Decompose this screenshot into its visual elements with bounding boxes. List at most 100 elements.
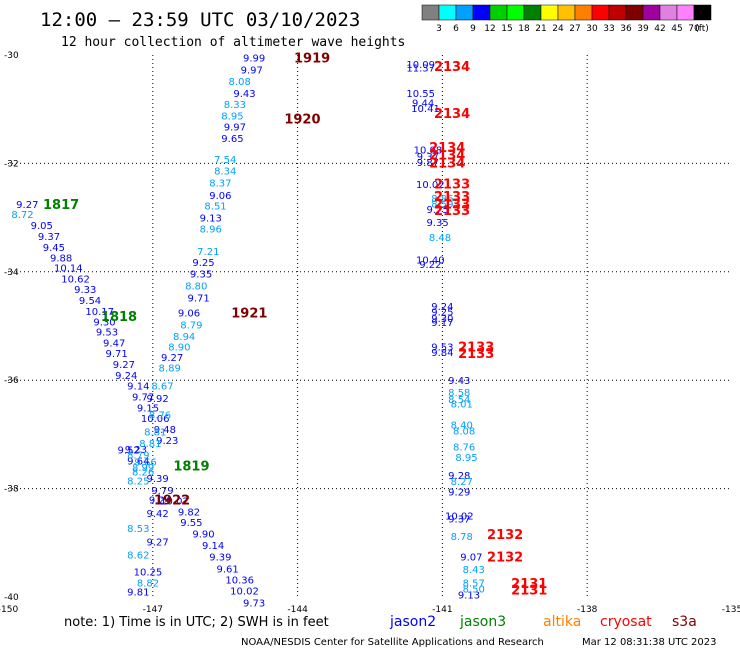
swh-value: 8.01: [451, 400, 473, 411]
swh-value: 8.54: [448, 395, 470, 406]
colorbar-swatch: [523, 4, 542, 21]
swh-value: 9.84: [431, 348, 453, 359]
swh-value: 8.94: [173, 332, 195, 343]
colorbar-swatch: [625, 4, 644, 21]
colorbar-label: 42: [654, 24, 665, 34]
swh-value: 9.92: [146, 394, 168, 405]
swh-value: 9.14: [202, 541, 224, 552]
swh-value: 10.62: [61, 274, 90, 285]
track-time-label: 2132: [487, 550, 523, 565]
swh-value: 8.43: [463, 565, 485, 576]
colorbar-label: 39: [637, 24, 649, 34]
track-time-label: 2131: [511, 583, 547, 598]
track-time-label: 2134: [434, 107, 470, 122]
swh-value: 9.29: [448, 487, 470, 498]
track-time-label: 1819: [173, 459, 209, 474]
satellite-name: cryosat: [600, 614, 652, 630]
credit-line: NOAA/NESDIS Center for Satellite Applica…: [241, 637, 544, 648]
swh-value: 9.06: [209, 191, 231, 202]
track-time-label: 2134: [434, 60, 470, 75]
swh-value: 9.25: [431, 307, 453, 318]
colorbar-swatch: [506, 4, 525, 21]
satellite-name: jason3: [459, 614, 506, 630]
colorbar-label: 18: [518, 24, 530, 34]
swh-value: 9.55: [180, 518, 202, 529]
swh-value: 9.66: [134, 458, 156, 469]
swh-value: 9.99: [243, 54, 265, 65]
colorbar-label: 36: [620, 24, 632, 34]
colorbar-swatch: [591, 4, 610, 21]
swh-value: 9.52: [118, 446, 140, 457]
swh-value: 8.25: [127, 476, 149, 487]
swh-value: 9.90: [192, 530, 214, 541]
track-time-label: 2132: [487, 528, 523, 543]
y-tick-label: -38: [4, 485, 19, 495]
swh-value: 9.28: [448, 471, 470, 482]
colorbar-unit: (ft): [695, 24, 709, 34]
swh-value: 9.43: [233, 89, 255, 100]
track-time-label: 2133: [434, 198, 470, 213]
colorbar-swatch: [489, 4, 508, 21]
y-tick-label: -34: [4, 268, 19, 278]
track-time-label: 2134: [429, 149, 465, 164]
colorbar-swatch: [676, 4, 695, 21]
colorbar-swatch: [642, 4, 661, 21]
swh-value: 8.76: [149, 410, 171, 421]
satellite-name: altika: [543, 614, 581, 630]
swh-value: 8.80: [185, 281, 207, 292]
track-time-label: 2134: [429, 141, 465, 156]
swh-value: 8.34: [214, 166, 236, 177]
swh-value: 8.33: [224, 100, 246, 111]
swh-value: 8.99: [132, 463, 154, 474]
colorbar-label: 6: [453, 24, 459, 34]
swh-value: 9.48: [154, 425, 176, 436]
track-time-label: 2133: [434, 190, 470, 205]
colorbar-label: 21: [535, 24, 546, 34]
swh-value: 8.37: [209, 178, 231, 189]
swh-value: 9.37: [417, 152, 439, 163]
swh-value: 9.77: [132, 392, 154, 403]
swh-value: 8.81: [139, 439, 161, 450]
swh-value: 9.97: [241, 66, 263, 77]
colorbar-label: 70: [688, 24, 700, 34]
swh-value: 10.41: [411, 104, 440, 115]
swh-value: 9.65: [221, 134, 243, 145]
y-tick-label: -36: [4, 376, 19, 386]
colorbar-swatch: [557, 4, 576, 21]
swh-value: 10.25: [134, 568, 163, 579]
swh-value: 9.87: [417, 158, 439, 169]
colorbar-label: 27: [569, 24, 580, 34]
colorbar-swatch: [540, 4, 559, 21]
swh-value: 8.95: [221, 112, 243, 123]
colorbar-swatch: [455, 4, 474, 21]
swh-value: 9.13: [458, 590, 480, 601]
track-time-label: 1920: [284, 112, 320, 127]
swh-value: 9.24: [149, 495, 171, 506]
colorbar-swatch: [693, 4, 712, 21]
swh-value: 9.79: [151, 486, 173, 497]
swh-value: 9.88: [50, 254, 72, 265]
swh-value: 8.08: [453, 427, 475, 438]
track-time-label: 1818: [101, 310, 137, 325]
swh-value: 9.27: [113, 360, 135, 371]
swh-value: 11.37: [406, 63, 435, 74]
swh-value: 9.47: [103, 338, 125, 349]
timestamp: Mar 12 08:31:38 UTC 2023: [582, 637, 717, 648]
colorbar-swatch: [421, 4, 440, 21]
swh-value: 8.82: [137, 578, 159, 589]
swh-value: 10.06: [141, 414, 170, 425]
swh-value: 10.02: [230, 586, 259, 597]
colorbar-label: 15: [501, 24, 512, 34]
grid-lines: [8, 55, 732, 597]
swh-value: 8.48: [429, 233, 451, 244]
swh-value: 10.36: [225, 576, 254, 587]
x-tick-label: -150: [0, 605, 18, 615]
swh-value: 7.54: [214, 155, 236, 166]
colorbar-label: 12: [484, 24, 495, 34]
swh-value: 10.09: [406, 60, 435, 71]
swh-value: 9.45: [43, 243, 65, 254]
swh-value: 8.08: [229, 77, 251, 88]
swh-value: 9.07: [460, 552, 482, 563]
swh-value: 8.79: [127, 450, 149, 461]
swh-value: 8.78: [451, 532, 473, 543]
